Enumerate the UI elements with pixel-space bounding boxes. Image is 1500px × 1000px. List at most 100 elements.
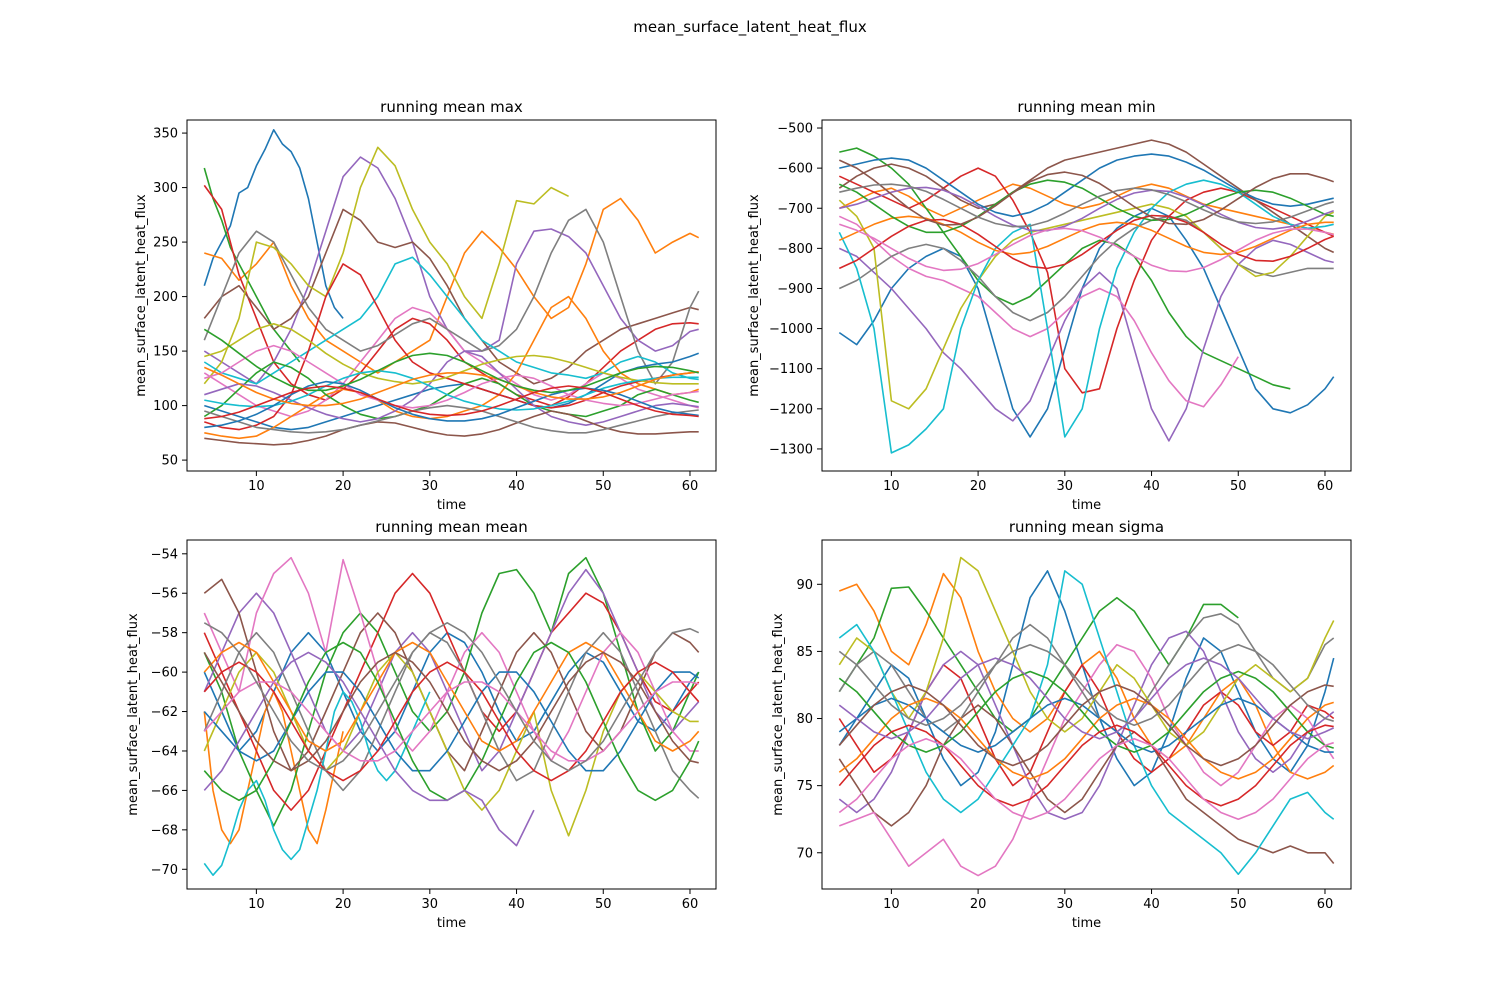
- series-line-9: [838, 199, 1335, 410]
- y-axis-label: mean_surface_latent_heat_flux: [771, 613, 786, 816]
- series-line-12: [203, 641, 700, 752]
- y-axis-label: mean_surface_latent_heat_flux: [126, 613, 141, 816]
- y-tick-label: −58: [151, 626, 178, 641]
- y-tick-label: −54: [151, 547, 178, 562]
- x-tick-label: 60: [682, 897, 699, 912]
- series-line-6: [203, 578, 700, 772]
- plot-area: [203, 129, 700, 446]
- y-tick-label: 100: [153, 399, 178, 414]
- series-line-10: [203, 256, 699, 385]
- y-tick-label: −70: [151, 863, 178, 878]
- series-line-8: [203, 631, 700, 799]
- series-line-10: [203, 690, 431, 877]
- axes-frame: [821, 539, 1352, 890]
- y-tick-label: −700: [777, 202, 813, 217]
- series-line-13: [838, 179, 1334, 234]
- series-line-10: [838, 570, 1335, 876]
- series-line-16: [204, 410, 699, 446]
- subplot-title: running mean min: [1017, 98, 1155, 116]
- plot-area: [838, 139, 1335, 454]
- y-tick-label: 80: [796, 712, 813, 727]
- x-tick-label: 10: [248, 479, 265, 494]
- y-axis-label: mean_surface_latent_heat_flux: [134, 194, 149, 397]
- series-line-18: [838, 643, 1334, 727]
- x-tick-label: 50: [595, 479, 612, 494]
- series-line-4: [203, 184, 699, 407]
- series-line-17: [204, 344, 699, 409]
- y-tick-label: −1100: [769, 362, 813, 377]
- y-tick-label: −1000: [769, 322, 813, 337]
- series-line-7: [203, 556, 699, 762]
- subplot-title: running mean mean: [375, 518, 528, 536]
- subplot-2: 10 20 30 40 50 60 −500 −600 −700 −800 −900 −1000 −11…: [747, 98, 1352, 513]
- y-tick-label: −64: [151, 744, 178, 759]
- series-line-2: [839, 572, 1335, 780]
- y-tick-label: 70: [796, 846, 813, 861]
- y-tick-label: 150: [153, 345, 178, 360]
- axes-frame: [186, 539, 717, 890]
- x-tick-label: 10: [248, 897, 265, 912]
- series-line-16: [838, 684, 1334, 767]
- series-line-13: [203, 361, 699, 420]
- series-line-17: [203, 681, 699, 762]
- subplot-title: running mean sigma: [1009, 518, 1164, 536]
- series-line-12: [838, 697, 1334, 780]
- x-tick-label: 20: [970, 479, 987, 494]
- series-line-23: [203, 328, 699, 394]
- series-line-18: [204, 404, 699, 434]
- x-tick-label: 30: [1057, 479, 1074, 494]
- series-line-7: [838, 215, 1239, 408]
- y-tick-label: −1200: [769, 402, 813, 417]
- x-tick-label: 10: [883, 897, 900, 912]
- series-line-9: [838, 556, 1335, 747]
- y-tick-label: −1300: [769, 442, 813, 457]
- x-axis-label: time: [1072, 916, 1101, 931]
- series-line-15: [204, 350, 699, 427]
- x-tick-label: 20: [335, 479, 352, 494]
- y-tick-label: 300: [153, 181, 178, 196]
- x-tick-label: 60: [1317, 897, 1334, 912]
- figure-suptitle: mean_surface_latent_heat_flux: [633, 18, 867, 37]
- y-tick-label: −56: [151, 587, 178, 602]
- series-line-19: [204, 322, 699, 385]
- series-line-8: [838, 215, 1334, 322]
- series-line-18: [203, 621, 700, 772]
- series-line-24: [204, 385, 699, 420]
- series-line-8: [203, 208, 700, 385]
- x-tick-label: 20: [335, 897, 352, 912]
- x-axis-label: time: [1072, 498, 1101, 513]
- series-line-7: [203, 306, 699, 418]
- subplot-4: 10 20 30 40 50 60 70 75 80 85 90 running mean sigma…: [771, 518, 1352, 931]
- subplot-3: 10 20 30 40 50 60 −54 −56 −58 −60 −62 −64 −66 −68 −70 r…: [126, 518, 717, 931]
- series-line-5: [838, 630, 1335, 821]
- series-line-14: [838, 724, 1334, 807]
- y-tick-label: 90: [796, 578, 813, 593]
- series-line-17: [839, 223, 1334, 273]
- x-tick-label: 50: [1230, 897, 1247, 912]
- y-tick-label: −60: [151, 666, 178, 681]
- x-axis-label: time: [437, 916, 466, 931]
- series-line-21: [204, 380, 699, 429]
- subplot-grid: 10 20 30 40 50 60 50 100 150 200 250 300 350 running …: [126, 98, 1352, 931]
- series-line-2: [204, 197, 700, 374]
- y-tick-label: 85: [796, 645, 813, 660]
- series-line-11: [838, 697, 1334, 753]
- x-axis-label: time: [437, 498, 466, 513]
- y-tick-label: 75: [796, 779, 813, 794]
- x-tick-label: 30: [422, 479, 439, 494]
- y-tick-label: −68: [151, 823, 178, 838]
- plot-area: [838, 556, 1335, 877]
- series-line-6: [203, 208, 699, 385]
- series-line-14: [838, 214, 1334, 270]
- x-tick-label: 30: [1057, 897, 1074, 912]
- series-line-10: [838, 179, 1334, 454]
- x-tick-label: 10: [883, 479, 900, 494]
- series-line-6: [838, 139, 1335, 254]
- series-line-5: [203, 568, 700, 772]
- x-tick-label: 40: [508, 897, 525, 912]
- axes-frame: [186, 119, 717, 472]
- subplot-title: running mean max: [380, 98, 523, 116]
- series-line-22: [203, 366, 699, 407]
- x-tick-label: 30: [422, 897, 439, 912]
- series-line-11: [839, 153, 1334, 218]
